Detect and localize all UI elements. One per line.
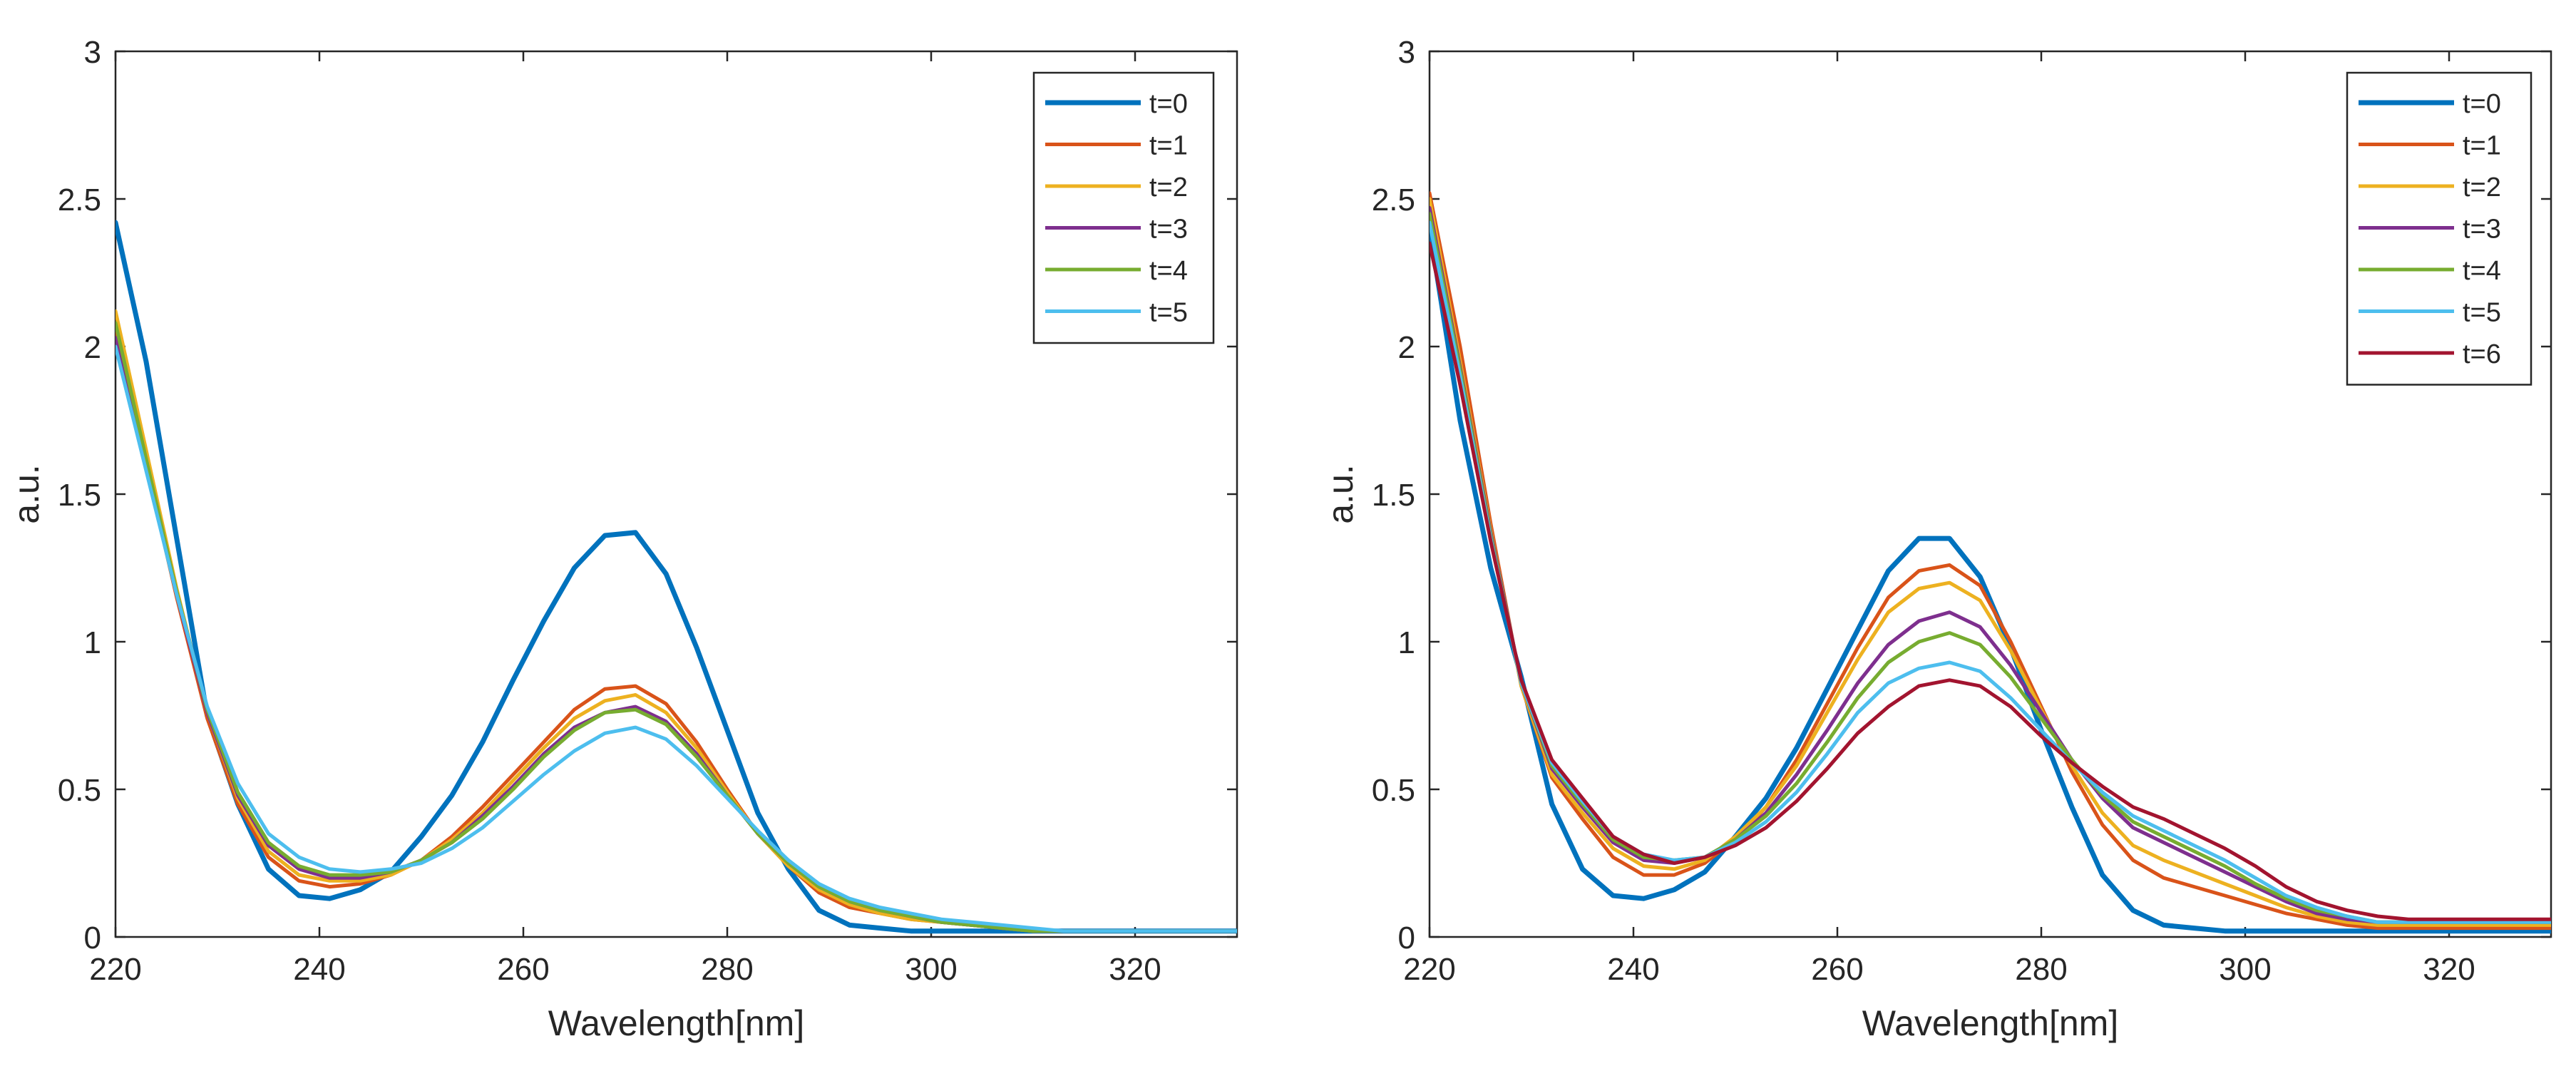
legend-label: t=5 (2463, 298, 2501, 328)
y-tick-label: 2.5 (58, 183, 101, 217)
series-line-t=3 (1430, 205, 2551, 924)
legend-label: t=1 (1149, 131, 1188, 161)
series-line-t=1 (1430, 191, 2551, 931)
y-tick-label: 2.5 (1372, 183, 1415, 217)
x-tick-label: 220 (89, 952, 141, 987)
legend-label: t=1 (2463, 131, 2501, 161)
x-tick-label: 260 (497, 952, 549, 987)
y-tick-label: 1.5 (58, 478, 101, 513)
legend: t=0 t=1 t=2 t=3 t=4 t=5 (1032, 71, 1215, 344)
y-axis-label: a.u. (1320, 464, 1360, 523)
y-tick-label: 2 (1398, 330, 1415, 365)
legend: t=0 t=1 t=2 t=3 t=4 t=5 t=6 (2346, 71, 2533, 386)
series-group (116, 220, 1237, 934)
x-tick-label: 280 (2015, 952, 2067, 987)
y-tick-label: 0.5 (58, 773, 101, 808)
legend-label: t=0 (1149, 89, 1188, 119)
chart-panel-2: 220 240 260 280 300 320 0 0.5 1 1.5 2 2.5 3 Wavelengt… (1320, 35, 2552, 1043)
series-line-t=2 (1430, 197, 2551, 927)
x-tick-label: 240 (293, 952, 345, 987)
series-line-t=5 (116, 344, 1237, 933)
legend-label: t=6 (2463, 339, 2501, 369)
x-tick-label: 320 (1109, 952, 1161, 987)
y-tick-label: 3 (84, 35, 101, 70)
y-tick-label: 0.5 (1372, 773, 1415, 808)
series-line-t=4 (116, 321, 1237, 933)
legend-label: t=4 (1149, 256, 1188, 286)
x-tick-label: 320 (2423, 952, 2475, 987)
y-tick-label: 1 (84, 625, 101, 660)
legend-label: t=2 (1149, 173, 1188, 203)
y-tick-label: 0 (84, 921, 101, 955)
legend-label: t=3 (1149, 215, 1188, 245)
y-tick-label: 0 (1398, 921, 1415, 955)
legend-label: t=3 (2463, 215, 2501, 245)
chart-panel-1: 220 240 260 280 300 320 0 0.5 1 1.5 2 2.5 3 Wavelengt… (6, 35, 1238, 1043)
legend-box (1032, 71, 1215, 344)
x-tick-label: 280 (701, 952, 753, 987)
y-tick-label: 1 (1398, 625, 1415, 660)
legend-label: t=5 (1149, 298, 1188, 328)
x-tick-label: 240 (1607, 952, 1659, 987)
legend-label: t=2 (2463, 173, 2501, 203)
legend-label: t=0 (2463, 89, 2501, 119)
y-tick-label: 2 (84, 330, 101, 365)
y-tick-label: 3 (1398, 35, 1415, 70)
x-tick-label: 220 (1403, 952, 1455, 987)
y-tick-label: 1.5 (1372, 478, 1415, 513)
legend-label: t=4 (2463, 256, 2501, 286)
series-group (1430, 191, 2551, 934)
x-tick-label: 260 (1811, 952, 1863, 987)
y-axis-label: a.u. (6, 464, 46, 523)
x-tick-label: 300 (905, 952, 957, 987)
x-axis-label: Wavelength[nm] (1862, 1003, 2118, 1043)
x-tick-label: 300 (2219, 952, 2271, 987)
x-axis-label: Wavelength[nm] (548, 1003, 804, 1043)
series-line-t=0 (1430, 225, 2551, 934)
series-line-t=6 (1430, 241, 2551, 921)
